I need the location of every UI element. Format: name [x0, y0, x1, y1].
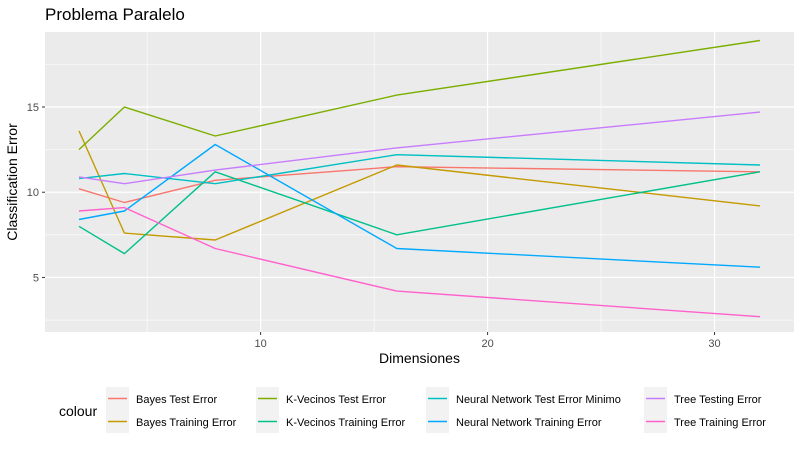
series-line-tree-training-error: [78, 206, 761, 318]
legend-item: Tree Testing Error: [644, 387, 762, 410]
legend-label: Neural Network Training Error: [456, 417, 602, 429]
x-axis-label: Dimensiones: [379, 350, 460, 366]
legend-item: Neural Network Training Error: [426, 410, 602, 433]
series-line-neural-network-test-error-minimo: [78, 153, 761, 185]
y-tick-label: 5: [33, 272, 39, 284]
legend-label: K-Vecinos Test Error: [286, 394, 386, 406]
y-tick-label: 15: [27, 102, 39, 114]
legend-label: Bayes Training Error: [136, 417, 237, 429]
series-line-k-vecinos-training-error: [78, 171, 761, 255]
series-line-neural-network-training-error: [78, 143, 761, 268]
legend-label: Bayes Test Error: [136, 394, 217, 406]
legend: colour Bayes Test Error Bayes Training Er…: [59, 387, 766, 433]
legend-item: K-Vecinos Test Error: [256, 387, 386, 410]
legend-item: Bayes Training Error: [106, 410, 237, 433]
series-line-tree-testing-error: [78, 111, 761, 185]
legend-label: Tree Training Error: [674, 417, 766, 429]
y-axis-label: Classification Error: [4, 123, 20, 241]
plot-panel: [45, 32, 794, 332]
series-line-k-vecinos-test-error: [78, 39, 761, 151]
series-lines: [78, 39, 761, 318]
legend-label: Neural Network Test Error Minimo: [456, 394, 621, 406]
legend-item: Bayes Test Error: [106, 387, 217, 410]
x-tick-label: 30: [708, 338, 720, 350]
series-line-bayes-training-error: [78, 130, 761, 241]
legend-label: Tree Testing Error: [674, 394, 762, 406]
x-tick-label: 10: [254, 338, 266, 350]
legend-title: colour: [59, 403, 97, 419]
grid-lines: [45, 32, 794, 332]
legend-item: Tree Training Error: [644, 410, 766, 433]
legend-label: K-Vecinos Training Error: [286, 417, 406, 429]
legend-item: Neural Network Test Error Minimo: [426, 387, 621, 410]
legend-item: K-Vecinos Training Error: [256, 410, 406, 433]
chart-title: Problema Paralelo: [45, 5, 185, 24]
y-tick-label: 10: [27, 187, 39, 199]
x-tick-label: 20: [481, 338, 493, 350]
axes: 10 20 30 5 10 15: [27, 102, 721, 350]
